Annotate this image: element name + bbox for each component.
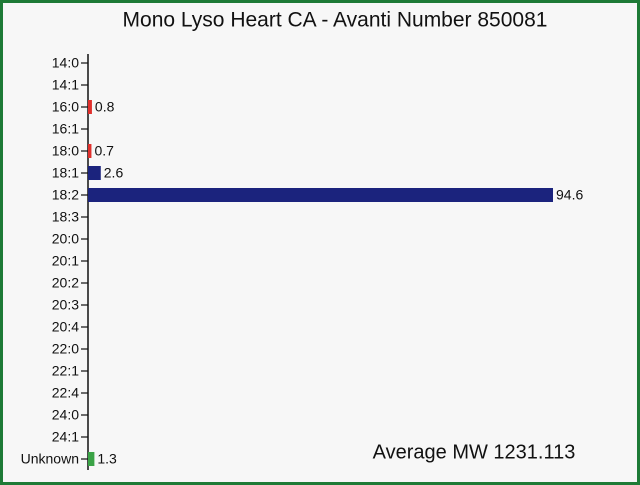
y-tick-label: 20:1 bbox=[52, 253, 79, 269]
y-tick-label: 20:0 bbox=[52, 231, 79, 247]
y-tick-label: 16:0 bbox=[52, 99, 79, 115]
value-label: 0.8 bbox=[95, 99, 115, 115]
y-tick-label: 22:1 bbox=[52, 363, 79, 379]
annotation: Average MW 1231.113 bbox=[373, 441, 576, 463]
value-label: 94.6 bbox=[556, 187, 583, 203]
y-tick-label: 20:2 bbox=[52, 275, 79, 291]
value-label: 2.6 bbox=[104, 165, 124, 181]
y-tick-label: 18:1 bbox=[52, 165, 79, 181]
y-tick-label: 18:0 bbox=[52, 143, 79, 159]
y-tick-label: 16:1 bbox=[52, 121, 79, 137]
chart-title: Mono Lyso Heart CA - Avanti Number 85008… bbox=[123, 9, 548, 32]
value-label: 0.7 bbox=[94, 143, 114, 159]
y-tick-label: 18:2 bbox=[52, 187, 79, 203]
y-tick-label: 20:3 bbox=[52, 297, 79, 313]
bar bbox=[88, 452, 95, 466]
y-tick-label: 24:0 bbox=[52, 407, 79, 423]
bar bbox=[88, 144, 92, 158]
bar bbox=[88, 166, 101, 180]
y-tick-label: 20:4 bbox=[52, 319, 79, 335]
value-label: 1.3 bbox=[97, 451, 117, 467]
bar bbox=[88, 188, 553, 202]
y-tick-label: Unknown bbox=[21, 451, 79, 467]
y-tick-label: 24:1 bbox=[52, 429, 79, 445]
y-tick-label: 14:1 bbox=[52, 77, 79, 93]
y-tick-label: 14:0 bbox=[52, 55, 79, 71]
y-tick-label: 22:4 bbox=[52, 385, 79, 401]
y-tick-label: 18:3 bbox=[52, 209, 79, 225]
bar bbox=[88, 100, 92, 114]
y-tick-label: 22:0 bbox=[52, 341, 79, 357]
